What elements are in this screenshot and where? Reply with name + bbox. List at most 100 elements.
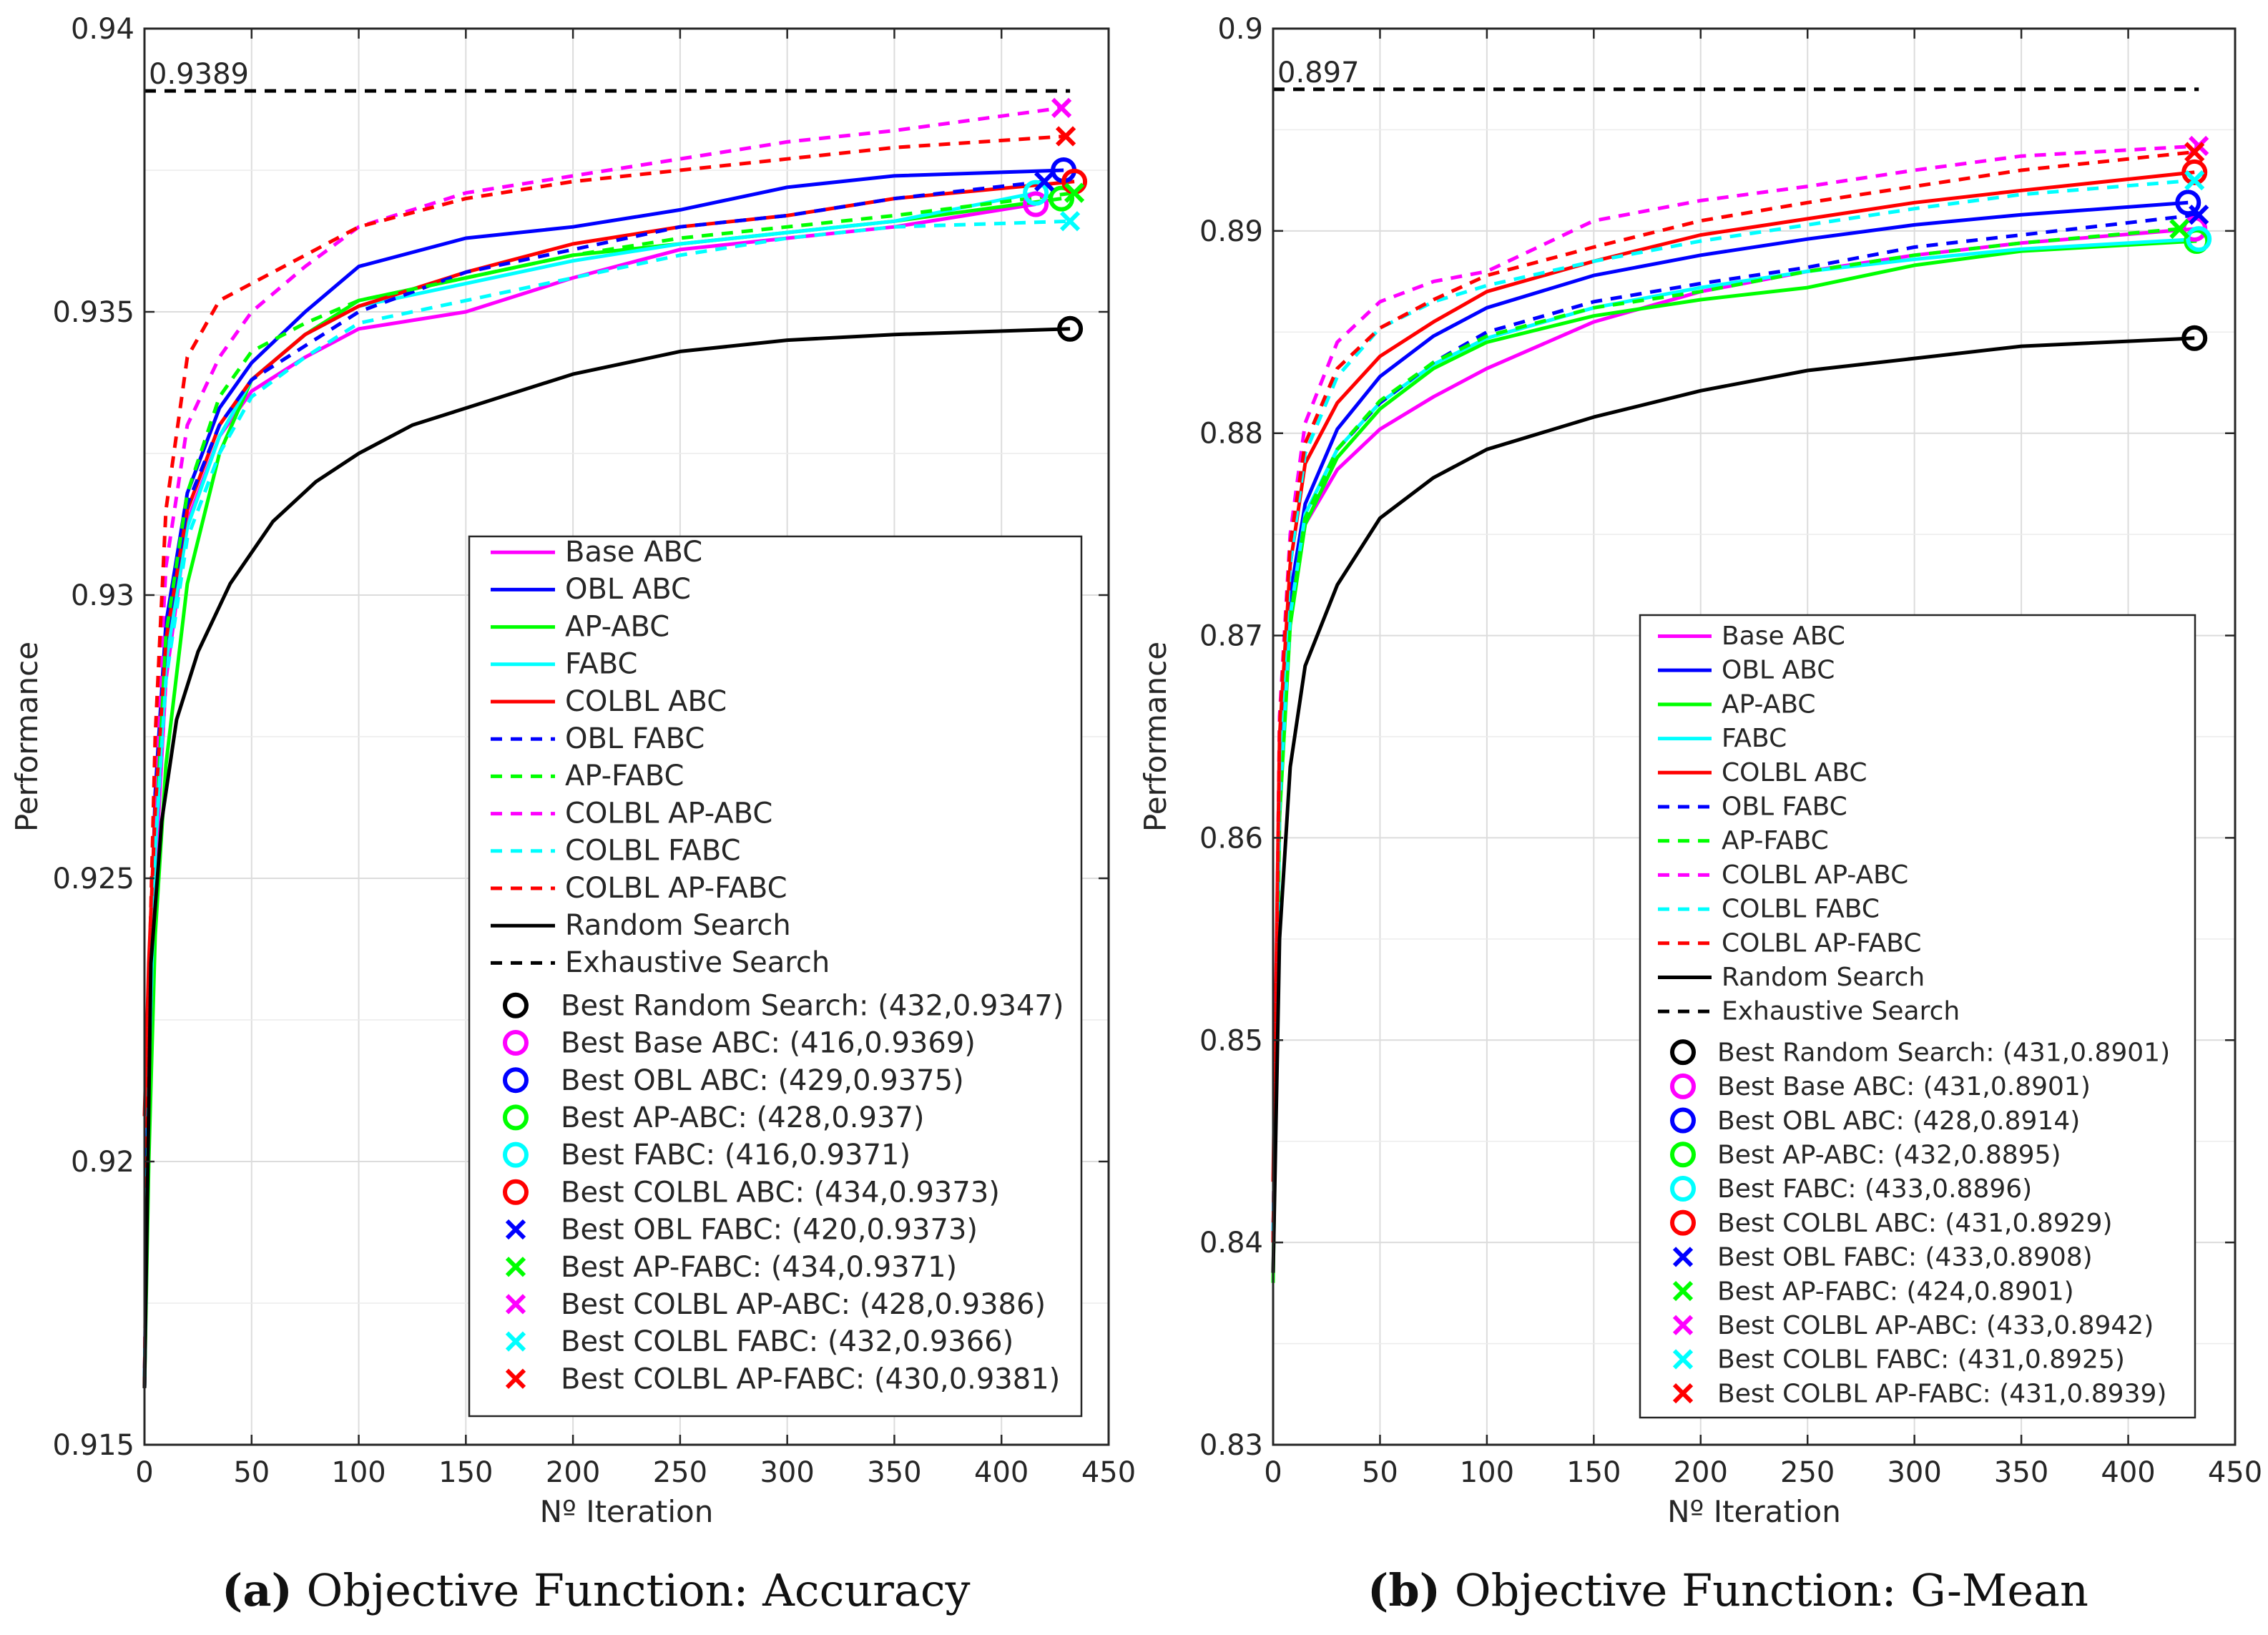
legend-label: Random Search <box>1722 963 1925 992</box>
y-tick-label: 0.935 <box>52 296 134 329</box>
legend-box <box>468 535 1083 1418</box>
panel-caption: (b) Objective Function: G-Mean <box>1368 1564 2088 1616</box>
legend-marker <box>503 1030 529 1056</box>
x-tick-label: 150 <box>1566 1456 1621 1489</box>
legend-marker <box>505 1331 526 1352</box>
x-tick-label: 100 <box>1460 1456 1514 1489</box>
caption-text: Objective Function: Accuracy <box>293 1564 971 1616</box>
x-tick-label: 450 <box>2208 1456 2262 1489</box>
series-line-colbl-abc <box>1271 170 2195 1182</box>
best-markers <box>1023 97 1088 342</box>
x-tick-label: 150 <box>438 1456 493 1489</box>
legend-marker-label: Best Base ABC: (416,0.9369) <box>561 1027 976 1060</box>
legend-marker <box>1672 1247 1694 1267</box>
best-marker <box>2189 205 2209 225</box>
best-marker <box>1049 185 1075 212</box>
x-tick-label: 200 <box>1674 1456 1728 1489</box>
legend-marker-label: Best Base ABC: (431,0.8901) <box>1717 1072 2091 1101</box>
x-tick-label: 250 <box>653 1456 707 1489</box>
x-tick-label: 300 <box>760 1456 814 1489</box>
y-tick-label: 0.93 <box>71 579 134 612</box>
legend-label: Exhaustive Search <box>565 946 830 979</box>
panel-b-gmean: 0.897 0 50 100 150 200 250 300 350 400 450 0.83 0.84… <box>1138 13 2262 1616</box>
best-marker <box>1055 126 1076 147</box>
legend-marker <box>1672 1315 1694 1335</box>
best-marker <box>1059 211 1081 232</box>
legend-marker-label: Best AP-FABC: (434,0.9371) <box>561 1251 957 1284</box>
legend-label: COLBL ABC <box>1722 758 1867 787</box>
legend-marker <box>505 1294 526 1315</box>
x-tick-label: 200 <box>546 1456 600 1489</box>
legend-marker-label: Best OBL FABC: (433,0.8908) <box>1717 1243 2093 1272</box>
best-marker <box>1064 182 1085 203</box>
series-line-colbl-abc <box>142 180 1075 1116</box>
legend-marker-label: Best AP-FABC: (424,0.8901) <box>1717 1277 2074 1306</box>
y-axis-label: Performance <box>1138 642 1173 832</box>
series-line-ap-fabc <box>142 191 1075 1388</box>
legend-marker-label: Best AP-ABC: (428,0.937) <box>561 1101 924 1134</box>
legend-marker-label: Best COLBL ABC: (434,0.9373) <box>561 1176 1000 1209</box>
panel-caption: (a) Objective Function: Accuracy <box>222 1564 971 1616</box>
y-axis-label: Performance <box>9 642 44 832</box>
legend: Base ABC OBL ABC AP-ABC FABC COLBL ABC OBL FA… <box>468 535 1083 1418</box>
y-tick-label: 0.87 <box>1199 620 1263 653</box>
legend-marker <box>1670 1073 1696 1099</box>
legend-label: Random Search <box>565 909 791 942</box>
legend-marker <box>1672 1383 1694 1404</box>
best-marker <box>1034 171 1055 192</box>
series-lines <box>142 89 1075 1388</box>
legend-marker-label: Best Random Search: (431,0.8901) <box>1717 1038 2170 1067</box>
y-tick-label: 0.83 <box>1199 1429 1263 1462</box>
x-tick-label: 0 <box>1264 1456 1282 1489</box>
series-line-random-search <box>142 327 1071 1388</box>
y-tick-label: 0.84 <box>1199 1227 1263 1260</box>
series-line-obl-abc <box>1271 200 2189 1243</box>
legend-label: Exhaustive Search <box>1722 997 1960 1026</box>
best-marker <box>2184 142 2205 162</box>
legend-marker <box>503 1179 529 1205</box>
legend-marker-label: Best AP-ABC: (432,0.8895) <box>1717 1141 2061 1170</box>
y-tick-label: 0.92 <box>71 1146 134 1179</box>
x-axis-label: Nº Iteration <box>1667 1494 1841 1529</box>
legend-label: COLBL AP-ABC <box>1722 860 1908 890</box>
legend-marker-label: Best COLBL AP-ABC: (433,0.8942) <box>1717 1311 2154 1340</box>
series-line-colbl-ap-fabc <box>142 134 1066 1388</box>
series-line-ap-fabc <box>1271 227 2180 1243</box>
ticks: 0 50 100 150 200 250 300 350 400 450 0.915 0.92 0.92… <box>52 13 1136 1489</box>
series-line-colbl-ap-fabc <box>1271 150 2195 1243</box>
legend-label: COLBL AP-FABC <box>565 872 787 905</box>
legend-label: OBL FABC <box>1722 792 1847 822</box>
legend-marker-label: Best COLBL ABC: (431,0.8929) <box>1717 1209 2113 1238</box>
best-marker <box>2184 170 2205 191</box>
y-tick-label: 0.9 <box>1217 13 1263 46</box>
legend: Base ABC OBL ABC AP-ABC FABC COLBL ABC OBL FA… <box>1639 614 2196 1419</box>
best-marker <box>1051 97 1072 119</box>
legend-marker <box>1670 1107 1696 1134</box>
best-marker <box>1023 191 1049 217</box>
best-markers <box>2169 135 2212 351</box>
y-tick-label: 0.86 <box>1199 822 1263 855</box>
y-tick-label: 0.915 <box>52 1429 134 1462</box>
caption-text: Objective Function: G-Mean <box>1440 1564 2088 1616</box>
x-tick-label: 350 <box>867 1456 921 1489</box>
axes-frame <box>143 27 1110 1446</box>
legend-marker-label: Best COLBL FABC: (432,0.9366) <box>561 1325 1013 1358</box>
legend-label: COLBL FABC <box>565 835 741 868</box>
best-marker <box>1057 315 1084 342</box>
legend-label: COLBL FABC <box>1722 895 1880 924</box>
legend-label: FABC <box>1722 724 1787 753</box>
legend-label: Base ABC <box>565 536 702 569</box>
exhaustive-value-label: 0.897 <box>1277 57 1360 89</box>
legend-marker <box>505 1368 526 1389</box>
legend-marker <box>1670 1141 1696 1168</box>
legend-label: AP-FABC <box>1722 826 1829 855</box>
x-tick-label: 50 <box>1362 1456 1398 1489</box>
best-marker <box>2186 226 2212 252</box>
axes-frame <box>1272 27 2237 1446</box>
legend-marker <box>503 1141 529 1168</box>
x-tick-label: 450 <box>1081 1456 1136 1489</box>
legend-marker <box>1672 1349 1694 1370</box>
legend-label: AP-ABC <box>565 610 669 643</box>
legend-marker <box>505 1257 526 1277</box>
legend-marker-label: Best FABC: (433,0.8896) <box>1717 1174 2032 1204</box>
